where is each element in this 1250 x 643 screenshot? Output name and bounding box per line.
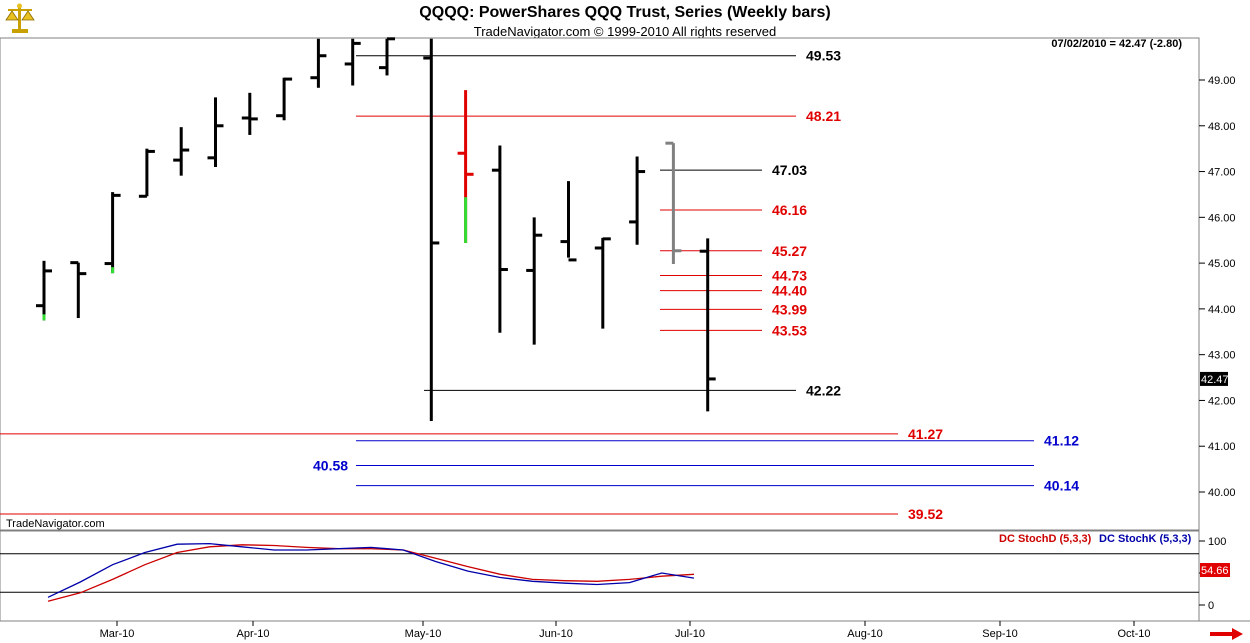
y-tick-label: 45.00	[1208, 258, 1236, 270]
chart-subtitle: TradeNavigator.com © 1999-2010 All right…	[473, 24, 777, 39]
stoch-y-tick-label: 100	[1208, 536, 1226, 548]
level-label: 48.21	[806, 108, 841, 124]
level-label: 47.03	[772, 162, 807, 178]
ohlc-bar[interactable]	[560, 181, 577, 262]
level-label: 46.16	[772, 202, 807, 218]
chart-title: QQQQ: PowerShares QQQ Trust, Series (Wee…	[419, 4, 831, 21]
stoch-last-value-label: 54.66	[1201, 565, 1229, 577]
x-tick-label: Jun-10	[539, 628, 573, 640]
ohlc-bar[interactable]	[207, 97, 224, 167]
y-tick-label: 46.00	[1208, 212, 1236, 224]
ohlc-bar[interactable]	[241, 92, 258, 135]
stochd-legend: DC StochD (5,3,3)	[999, 533, 1092, 545]
ohlc-bar[interactable]	[344, 38, 361, 86]
ohlc-bar[interactable]	[276, 77, 293, 121]
x-tick-label: Aug-10	[847, 628, 882, 640]
last-price-label: 42.47	[1201, 374, 1229, 386]
y-tick-label: 41.00	[1208, 441, 1236, 453]
stoch-series-line	[47, 544, 695, 602]
level-label: 43.53	[772, 322, 807, 338]
x-tick-label: Jul-10	[675, 628, 705, 640]
x-tick-label: Mar-10	[100, 628, 135, 640]
ohlc-bar[interactable]	[457, 90, 474, 243]
scales-icon	[5, 3, 35, 33]
ohlc-bar[interactable]	[526, 217, 543, 345]
stoch-y-tick-label: 0	[1208, 600, 1214, 612]
x-tick-label: Sep-10	[982, 628, 1017, 640]
date-price-readout: 07/02/2010 = 42.47 (-2.80)	[1051, 38, 1182, 50]
level-label: 44.40	[772, 283, 807, 299]
y-tick-label: 47.00	[1208, 167, 1236, 179]
x-tick-label: Apr-10	[236, 628, 269, 640]
level-label: 44.73	[772, 267, 807, 283]
ohlc-bar[interactable]	[629, 156, 646, 245]
ohlc-bar[interactable]	[36, 260, 52, 321]
y-tick-label: 42.00	[1208, 395, 1236, 407]
y-tick-label: 49.00	[1208, 75, 1236, 87]
ohlc-bar[interactable]	[70, 261, 87, 319]
level-label: 41.27	[908, 426, 943, 442]
stochk-legend: DC StochK (5,3,3)	[1099, 533, 1192, 545]
ohlc-bar[interactable]	[379, 37, 395, 76]
ohlc-bar[interactable]	[104, 192, 121, 274]
y-tick-label: 43.00	[1208, 350, 1236, 362]
scroll-right-arrow-icon[interactable]	[1206, 627, 1246, 641]
level-label: 45.27	[772, 243, 807, 259]
ohlc-bar[interactable]	[699, 238, 716, 412]
y-tick-label: 48.00	[1208, 121, 1236, 133]
ohlc-bar[interactable]	[665, 141, 682, 265]
level-label: 43.99	[772, 301, 807, 317]
level-label: 40.14	[1044, 478, 1079, 494]
level-label: 49.53	[806, 48, 841, 64]
stoch-last-value-box	[1200, 563, 1230, 578]
y-tick-label: 44.00	[1208, 304, 1236, 316]
ohlc-bar[interactable]	[138, 148, 155, 198]
y-tick-label: 40.00	[1208, 487, 1236, 499]
ohlc-bar[interactable]	[310, 38, 327, 88]
stoch-series-line	[47, 542, 695, 598]
level-label: 42.22	[806, 382, 841, 398]
x-tick-label: May-10	[405, 628, 442, 640]
level-label: 39.52	[908, 506, 943, 522]
ohlc-bar[interactable]	[594, 237, 611, 329]
ohlc-bar[interactable]	[423, 38, 440, 422]
watermark: TradeNavigator.com	[6, 518, 105, 530]
ohlc-bar[interactable]	[491, 145, 508, 333]
x-tick-label: Oct-10	[1117, 628, 1150, 640]
level-label: 40.58	[313, 457, 348, 473]
last-price-box	[1200, 371, 1228, 386]
ohlc-bar[interactable]	[173, 127, 190, 176]
level-label: 41.12	[1044, 433, 1079, 449]
